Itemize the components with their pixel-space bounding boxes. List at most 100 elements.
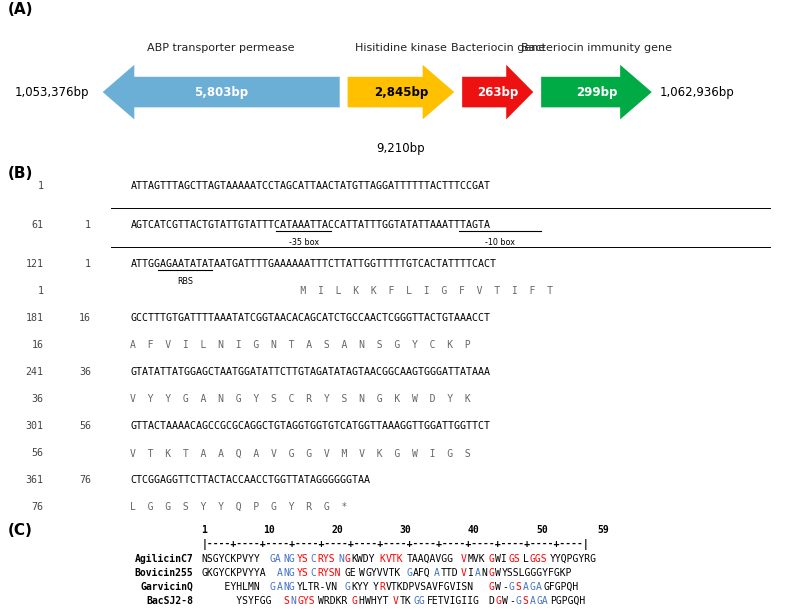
Text: 61: 61 — [32, 220, 43, 230]
Text: 2,845bp: 2,845bp — [374, 86, 428, 99]
Text: GarvicinQ: GarvicinQ — [141, 582, 194, 592]
Text: G: G — [509, 582, 515, 592]
Polygon shape — [103, 65, 340, 119]
Text: 1,062,936bp: 1,062,936bp — [660, 86, 735, 99]
Text: -: - — [509, 596, 515, 606]
Text: Bovicin255: Bovicin255 — [135, 568, 194, 578]
Text: A: A — [529, 596, 536, 606]
Text: 36: 36 — [79, 367, 91, 378]
Text: GCCTTTGTGATTTTAAATATCGGTAACACAGCATCTGCCAACTCGGGTTACTGTAAACCT: GCCTTTGTGATTTTAAATATCGGTAACACAGCATCTGCCA… — [130, 314, 491, 323]
Text: KWDY: KWDY — [352, 554, 375, 564]
Polygon shape — [462, 65, 533, 119]
Text: W: W — [502, 596, 508, 606]
Text: G: G — [345, 554, 351, 564]
Text: KYY: KYY — [352, 582, 370, 592]
Text: G: G — [352, 596, 358, 606]
Text: W: W — [495, 568, 501, 578]
Text: VTK: VTK — [386, 554, 404, 564]
Text: 1: 1 — [85, 259, 91, 270]
Text: G: G — [345, 582, 351, 592]
Text: 56: 56 — [32, 448, 43, 458]
Text: C: C — [310, 568, 317, 578]
Text: 301: 301 — [25, 421, 43, 431]
Text: G: G — [406, 568, 412, 578]
Text: 10: 10 — [263, 525, 275, 535]
Text: 361: 361 — [25, 475, 43, 485]
Text: S: S — [284, 596, 289, 606]
Text: TK: TK — [400, 596, 412, 606]
Text: N: N — [482, 568, 487, 578]
Text: D: D — [488, 596, 495, 606]
Text: 16: 16 — [79, 314, 91, 323]
Text: GA: GA — [270, 554, 281, 564]
Text: 1: 1 — [85, 220, 91, 230]
Text: 299bp: 299bp — [576, 86, 617, 99]
Text: (C): (C) — [8, 523, 32, 538]
Text: GS: GS — [509, 554, 521, 564]
Text: WHYT: WHYT — [366, 596, 389, 606]
Text: GYS: GYS — [297, 596, 314, 606]
Text: GTATATTATGGAGCTAATGGATATTCTTGTAGATATAGTAACGGCAAGTGGGATTATAAA: GTATATTATGGAGCTAATGGATATTCTTGTAGATATAGTA… — [130, 367, 491, 378]
Text: A: A — [523, 582, 529, 592]
Text: 1: 1 — [201, 525, 207, 535]
Text: NG: NG — [284, 554, 295, 564]
Text: S: S — [523, 596, 529, 606]
Text: 59: 59 — [598, 525, 610, 535]
Text: -35 box: -35 box — [288, 238, 319, 247]
Text: W: W — [495, 582, 501, 592]
Text: 40: 40 — [468, 525, 480, 535]
Text: A: A — [276, 568, 283, 578]
Text: V: V — [461, 554, 467, 564]
Text: Bacteriocin immunity gene: Bacteriocin immunity gene — [521, 43, 672, 53]
Text: ABP transporter permease: ABP transporter permease — [148, 43, 295, 53]
Text: WI: WI — [495, 554, 507, 564]
Text: 76: 76 — [32, 502, 43, 512]
Text: NG: NG — [284, 582, 295, 592]
Text: RYS: RYS — [318, 554, 335, 564]
Text: GTTACTAAAACAGCCGCGCAGGCTGTAGGTGGTGTCATGGTTAAAGGTTGGATTGGTTCT: GTTACTAAAACAGCCGCGCAGGCTGTAGGTGGTGTCATGG… — [130, 421, 491, 431]
Text: 30: 30 — [400, 525, 412, 535]
Text: TAAQAVGG: TAAQAVGG — [406, 554, 453, 564]
Text: VTKDPVSAVFGVISN: VTKDPVSAVFGVISN — [386, 582, 474, 592]
Text: 5,803bp: 5,803bp — [194, 86, 248, 99]
Text: GYVVTK: GYVVTK — [366, 568, 401, 578]
Text: MVK: MVK — [468, 554, 486, 564]
Text: ATTGGAGAATATATAATGATTTTGAAAAAATTTCTTATTGGTTTTTGTCACTATTTTCACT: ATTGGAGAATATATAATGATTTTGAAAAAATTTCTTATTG… — [130, 259, 496, 270]
Text: (B): (B) — [8, 166, 33, 181]
Text: 76: 76 — [79, 475, 91, 485]
Text: GGS: GGS — [529, 554, 547, 564]
Text: CTCGGAGGTTCTTACTACCAACCTGGTTATAGGGGGGTAA: CTCGGAGGTTCTTACTACCAACCTGGTTATAGGGGGGTAA — [130, 475, 371, 485]
Text: I: I — [468, 568, 474, 578]
Text: GE: GE — [345, 568, 357, 578]
Text: 36: 36 — [32, 394, 43, 404]
Text: BacSJ2-8: BacSJ2-8 — [147, 596, 194, 606]
Text: G: G — [495, 596, 501, 606]
Text: G: G — [529, 582, 536, 592]
Text: Hisitidine kinase: Hisitidine kinase — [355, 43, 447, 53]
Text: YSSLGGGYFGKP: YSSLGGGYFGKP — [502, 568, 573, 578]
Text: C: C — [310, 554, 317, 564]
Text: RBS: RBS — [177, 278, 193, 286]
Text: G: G — [516, 596, 521, 606]
Text: ATTAGTTTAGCTTAGTAAAAATCCTAGCATTAACTATGTTAGGATTTTTTACTTTCCGAT: ATTAGTTTAGCTTAGTAAAAATCCTAGCATTAACTATGTT… — [130, 181, 491, 191]
Text: V: V — [461, 568, 467, 578]
Text: 263bp: 263bp — [477, 86, 518, 99]
Text: -: - — [502, 582, 508, 592]
Text: GG: GG — [413, 596, 425, 606]
Text: 121: 121 — [25, 259, 43, 270]
Text: AgilicinC7: AgilicinC7 — [135, 554, 194, 564]
Text: |----+----+----+----+----+----+----+----+----+----+----+----+----|: |----+----+----+----+----+----+----+----… — [201, 538, 589, 549]
Text: W: W — [359, 568, 364, 578]
Text: L: L — [523, 554, 529, 564]
Text: L  G  G  S  Y  Y  Q  P  G  Y  R  G  *: L G G S Y Y Q P G Y R G * — [130, 502, 348, 512]
Text: 181: 181 — [25, 314, 43, 323]
Text: A: A — [475, 568, 480, 578]
Text: 241: 241 — [25, 367, 43, 378]
Text: 16: 16 — [32, 340, 43, 350]
Text: V  Y  Y  G  A  N  G  Y  S  C  R  Y  S  N  G  K  W  D  Y  K: V Y Y G A N G Y S C R Y S N G K W D Y K — [130, 394, 471, 404]
Text: NSGYCKPVYY: NSGYCKPVYY — [201, 554, 260, 564]
Text: EYHLMN: EYHLMN — [201, 582, 260, 592]
Text: -10 box: -10 box — [485, 238, 515, 247]
Text: 9,210bp: 9,210bp — [377, 141, 425, 155]
Text: PGPGQH: PGPGQH — [550, 596, 585, 606]
